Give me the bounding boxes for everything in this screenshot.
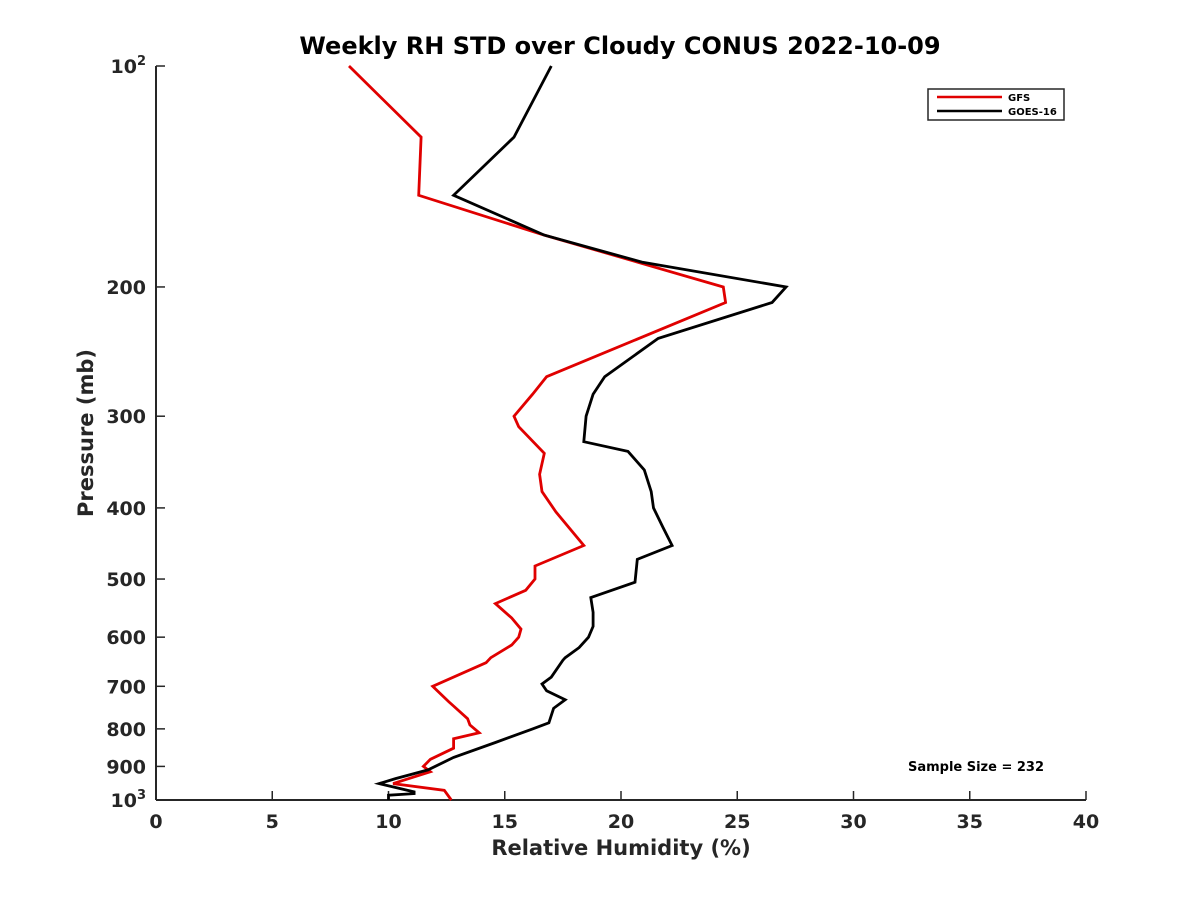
y-tick-label-base: 10 <box>111 56 137 78</box>
y-tick-label: 103 <box>111 788 147 812</box>
x-axis-label: Relative Humidity (%) <box>491 836 750 860</box>
y-tick-label: 500 <box>106 569 146 591</box>
y-tick-label-exponent: 2 <box>137 54 146 69</box>
y-tick-label-exponent: 3 <box>137 788 146 803</box>
legend-label-goes16: GOES-16 <box>1008 107 1057 118</box>
legend-label-gfs: GFS <box>1008 93 1030 104</box>
y-tick-label: 700 <box>106 676 146 698</box>
series-line-gfs <box>348 65 728 801</box>
x-tick-label: 25 <box>724 811 750 833</box>
y-tick-label: 600 <box>106 627 146 649</box>
x-tick-label: 0 <box>149 811 162 833</box>
x-tick-label: 10 <box>375 811 401 833</box>
y-tick-label: 200 <box>106 277 146 299</box>
series-layer <box>348 65 789 801</box>
x-tick-label: 15 <box>492 811 518 833</box>
legend: GFS GOES-16 <box>927 88 1065 121</box>
x-tick-label: 35 <box>957 811 983 833</box>
y-tick-label: 400 <box>106 498 146 520</box>
y-tick-label-base: 10 <box>111 790 137 812</box>
x-tick-label: 20 <box>608 811 634 833</box>
x-tick-label: 40 <box>1073 811 1099 833</box>
y-tick-label: 800 <box>106 719 146 741</box>
y-tick-label: 300 <box>106 406 146 428</box>
y-axis-label: Pressure (mb) <box>74 349 98 517</box>
x-tick-label: 5 <box>266 811 279 833</box>
chart-title: Weekly RH STD over Cloudy CONUS 2022-10-… <box>299 32 940 60</box>
y-tick-label: 102 <box>111 54 147 78</box>
series-line-goes16 <box>373 65 789 800</box>
legend-box <box>927 88 1065 121</box>
x-axis-ticks: 0 5 10 15 20 25 30 35 40 <box>149 791 1099 833</box>
sample-size-annotation: Sample Size = 232 <box>908 760 1044 775</box>
y-tick-label: 900 <box>106 756 146 778</box>
x-tick-label: 30 <box>840 811 866 833</box>
